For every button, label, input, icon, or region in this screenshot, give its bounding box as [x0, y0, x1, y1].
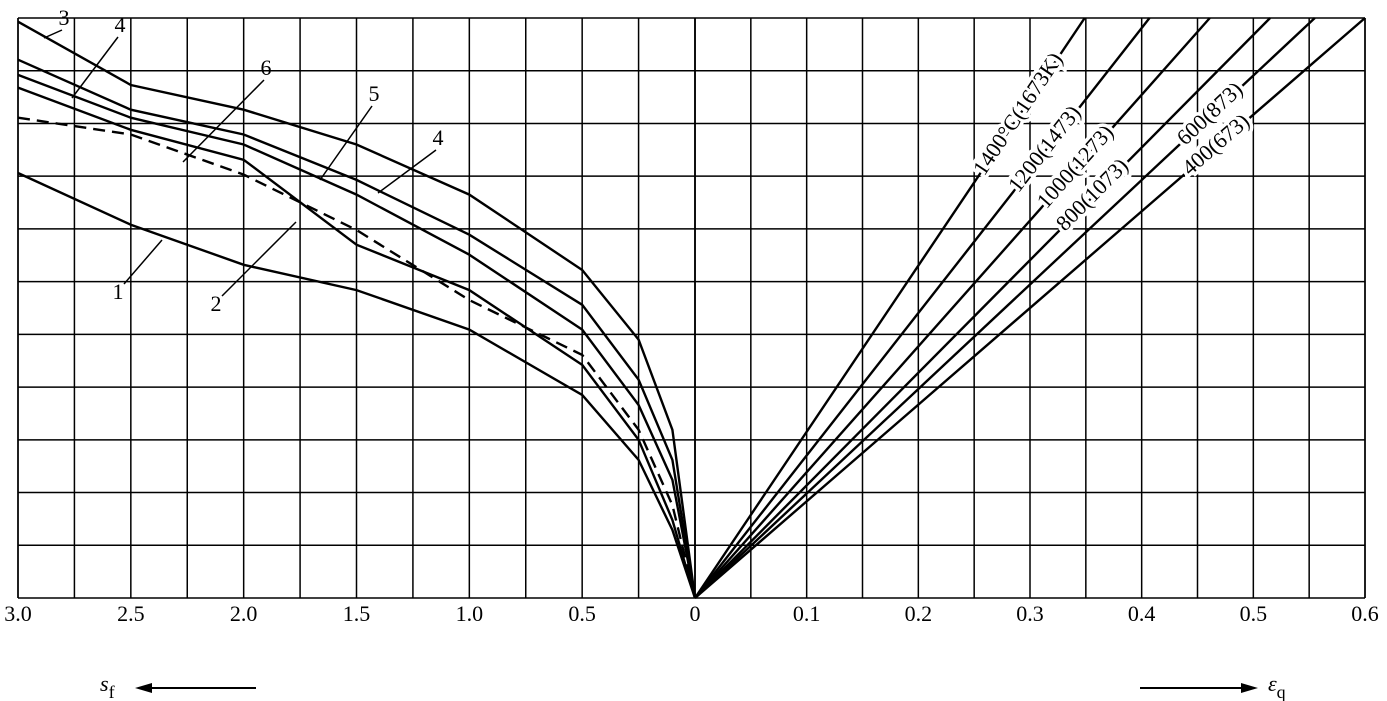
x-tick-label: 0.5 [568, 601, 596, 626]
series-line [694, 17, 1316, 599]
x-axis-label-sub: q [1277, 682, 1286, 701]
series-label: 3 [59, 5, 70, 30]
label-leader [221, 221, 297, 297]
label-leader [43, 29, 63, 39]
series-line [694, 17, 1271, 599]
x-tick-label: 0 [690, 601, 701, 626]
left-arrow-head [135, 683, 152, 693]
series-label: 4 [115, 12, 126, 37]
x-tick-label: 0.5 [1240, 601, 1268, 626]
series-line [17, 116, 697, 599]
series-line [17, 58, 697, 599]
x-tick-label: 2.5 [117, 601, 145, 626]
x-axis-label: sf [100, 671, 115, 701]
x-tick-label: 3.0 [4, 601, 32, 626]
x-tick-label: 2.0 [230, 601, 258, 626]
series-label: 4 [433, 125, 444, 150]
series-line [694, 17, 1211, 599]
x-tick-label: 0.6 [1351, 601, 1379, 626]
x-tick-label: 1.0 [456, 601, 484, 626]
label-leader [319, 105, 373, 181]
series-line [694, 17, 1366, 599]
series-line [17, 20, 697, 599]
label-leader [182, 79, 265, 163]
x-axis-label-symbol: ε [1268, 671, 1277, 696]
line-label: 1400°C(1673K) [968, 48, 1068, 180]
series-line [694, 17, 1151, 599]
x-tick-label: 0.3 [1016, 601, 1044, 626]
series-line [17, 73, 697, 599]
x-tick-label: 1.5 [343, 601, 371, 626]
series-label: 2 [211, 291, 222, 316]
x-tick-label: 0.2 [905, 601, 933, 626]
series-label: 6 [261, 55, 272, 80]
right-arrow-head [1241, 683, 1258, 693]
series-line [17, 86, 697, 599]
label-leader [71, 36, 119, 99]
x-axis-label: εq [1268, 671, 1286, 701]
series-label: 5 [369, 81, 380, 106]
x-tick-label: 0.1 [793, 601, 821, 626]
x-tick-label: 0.4 [1128, 601, 1156, 626]
label-leader [123, 239, 163, 285]
x-axis-label-sub: f [109, 682, 115, 701]
label-leader [377, 149, 437, 194]
x-axis-label-symbol: s [100, 671, 109, 696]
series-line [694, 17, 1086, 599]
series-line [17, 171, 697, 599]
series-label: 1 [113, 279, 124, 304]
